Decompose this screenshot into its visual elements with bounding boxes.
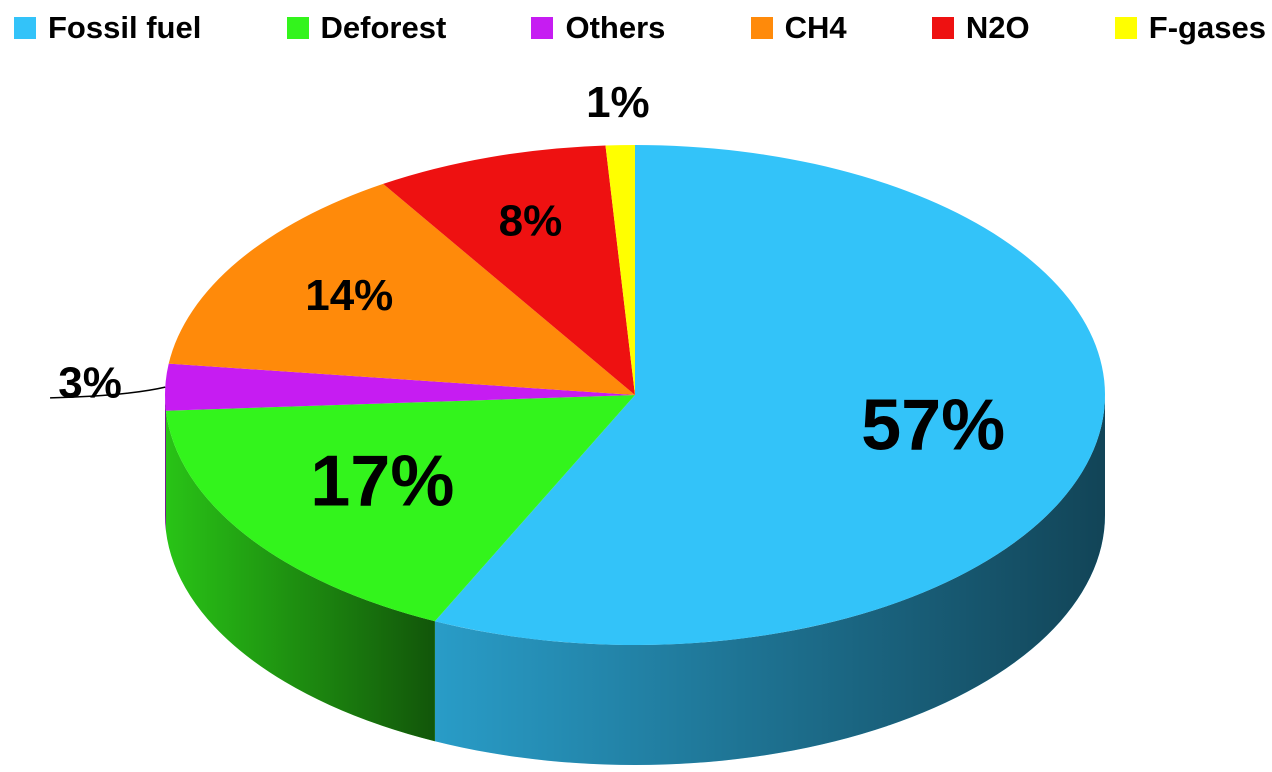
slice: [165, 363, 636, 411]
legend-item: Fossil fuel: [14, 10, 201, 46]
slice-side-shade: [434, 395, 1105, 765]
slice-side-shade: [165, 395, 166, 531]
legend-item: CH4: [750, 10, 847, 46]
legend-swatch: [531, 17, 554, 39]
slice: [168, 183, 635, 395]
legend-label: CH4: [784, 10, 847, 45]
legend-label: N2O: [965, 10, 1030, 45]
legend-label: Deforest: [320, 10, 447, 45]
data-label: 3%: [58, 359, 122, 408]
slice-side-shade: [165, 410, 435, 742]
legend-label: Others: [565, 10, 666, 45]
legend-item: F-gases: [1114, 10, 1266, 46]
legend-item: Deforest: [286, 10, 447, 46]
data-label: 17%: [310, 441, 454, 521]
legend-item: N2O: [931, 10, 1030, 46]
legend-item: Others: [531, 10, 665, 46]
legend-swatch: [931, 17, 954, 39]
data-label: 57%: [861, 385, 1005, 465]
legend: Fossil fuel Deforest Others CH4 N2O F-gases: [14, 6, 1266, 50]
slice: [165, 395, 636, 622]
data-label: 1%: [586, 78, 650, 127]
legend-swatch: [1114, 17, 1137, 39]
data-label: 14%: [305, 271, 393, 320]
legend-label: F-gases: [1148, 10, 1266, 45]
slice: [383, 145, 635, 395]
legend-swatch: [750, 17, 773, 39]
legend-swatch: [14, 17, 36, 39]
slice: [434, 145, 1105, 646]
legend-swatch: [286, 17, 309, 39]
slice: [605, 145, 635, 395]
leader-line: [50, 386, 166, 399]
data-label: 8%: [499, 196, 563, 245]
legend-label: Fossil fuel: [48, 10, 202, 45]
